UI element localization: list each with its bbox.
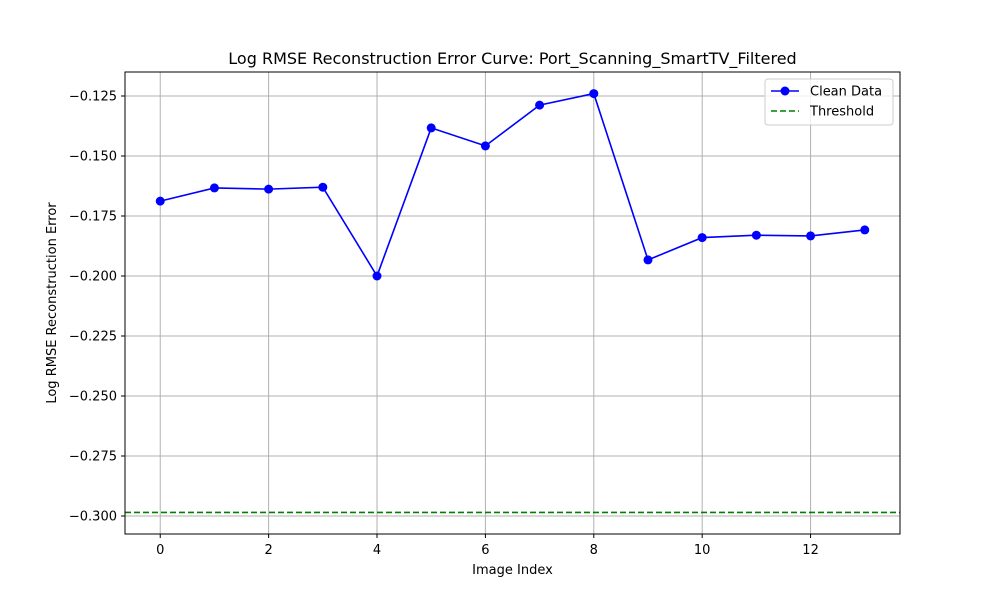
grid-lines <box>125 72 900 534</box>
legend: Clean Data Threshold <box>764 78 894 126</box>
legend-swatch-clean-data-marker <box>780 86 790 96</box>
clean-data-point <box>209 183 219 193</box>
x-tick-label: 6 <box>481 543 489 558</box>
clean-data-point <box>264 184 274 194</box>
x-tick-label: 4 <box>373 543 381 558</box>
clean-data-point <box>860 225 870 235</box>
y-tick-label: −0.150 <box>69 150 117 165</box>
clean-data-line <box>160 92 865 278</box>
plot-area-frame <box>124 71 901 535</box>
x-tick-label: 0 <box>156 543 164 558</box>
clean-data-point <box>535 100 545 110</box>
x-tick-label: 8 <box>590 543 598 558</box>
y-tick-label: −0.175 <box>69 210 117 225</box>
y-tick-label: −0.225 <box>69 330 117 345</box>
clean-data-point <box>426 123 436 133</box>
x-tick-label: 2 <box>264 543 272 558</box>
legend-label-clean-data: Clean Data <box>810 85 882 100</box>
clean-data-point <box>372 271 382 281</box>
clean-data-point <box>589 89 599 99</box>
y-axis-label: Log RMSE Reconstruction Error <box>45 202 60 404</box>
plot-series <box>125 89 900 514</box>
y-tick-label: −0.300 <box>69 510 117 525</box>
clean-data-point <box>806 231 816 241</box>
clean-data-point <box>643 255 653 265</box>
clean-data-point <box>751 230 761 240</box>
clean-data-point <box>480 141 490 151</box>
clean-data-point <box>318 182 328 192</box>
y-tick-label: −0.275 <box>69 450 117 465</box>
axis-ticks: 0 2 4 6 8 10 12 −0.125 −0.150 −0.175 −0.200 −0.225 −… <box>69 90 819 559</box>
clean-data-point <box>697 233 707 243</box>
x-axis-label: Image Index <box>472 563 553 578</box>
x-tick-label: 12 <box>802 543 819 558</box>
y-tick-label: −0.125 <box>69 90 117 105</box>
clean-data-point <box>155 196 165 206</box>
y-tick-label: −0.250 <box>69 390 117 405</box>
chart-title: Log RMSE Reconstruction Error Curve: Por… <box>228 49 796 69</box>
legend-label-threshold: Threshold <box>809 105 874 120</box>
y-tick-label: −0.200 <box>69 270 117 285</box>
x-tick-label: 10 <box>694 543 711 558</box>
